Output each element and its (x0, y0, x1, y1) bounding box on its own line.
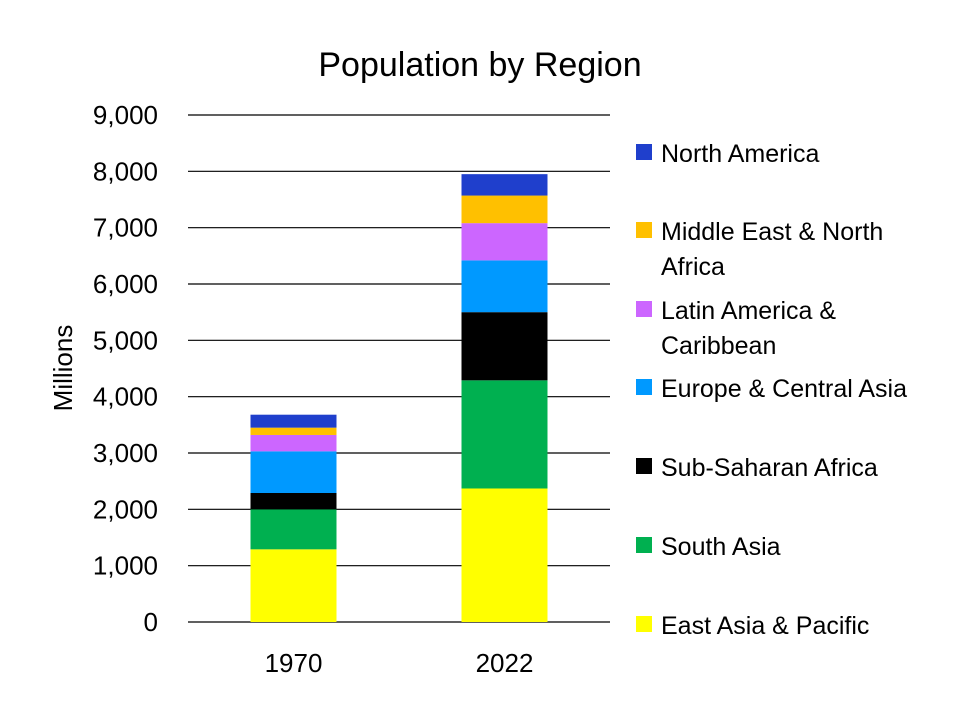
bar-segment-1970-4 (250, 434, 337, 452)
legend-swatch (636, 222, 652, 238)
legend-swatch (636, 379, 652, 395)
y-tick-label: 9,000 (93, 100, 158, 130)
bar-segment-2022-4 (461, 223, 548, 261)
x-tick-label: 1970 (265, 648, 323, 678)
bar-segment-1970-6 (250, 414, 337, 428)
y-tick-label: 6,000 (93, 269, 158, 299)
legend-label: Latin America & (661, 297, 836, 325)
bar-segment-2022-1 (461, 380, 548, 489)
y-tick-label: 7,000 (93, 213, 158, 243)
y-axis-ticks: 0 1,000 2,000 3,000 4,000 5,000 6,000 7,000 8,00… (93, 100, 158, 637)
bar-segment-1970-5 (250, 427, 337, 435)
x-tick-label: 2022 (476, 648, 534, 678)
bar-segment-1970-1 (250, 509, 337, 550)
legend-swatch (636, 616, 652, 632)
legend-swatch (636, 144, 652, 160)
legend-swatch (636, 301, 652, 317)
legend: North America Middle East & North Africa La… (636, 140, 907, 640)
bar-segment-2022-5 (461, 195, 548, 224)
y-tick-label: 5,000 (93, 325, 158, 355)
legend-label: Africa (661, 253, 725, 281)
legend-label: South Asia (661, 533, 781, 561)
bar-segment-2022-0 (461, 488, 548, 622)
y-tick-label: 2,000 (93, 494, 158, 524)
bar-segment-1970-3 (250, 451, 337, 493)
bar-segment-2022-3 (461, 260, 548, 313)
y-tick-label: 4,000 (93, 382, 158, 412)
bar-segment-2022-2 (461, 312, 548, 381)
y-tick-label: 3,000 (93, 438, 158, 468)
y-tick-label: 0 (144, 607, 158, 637)
legend-label: East Asia & Pacific (661, 612, 869, 640)
y-axis-title: Millions (48, 325, 78, 412)
y-tick-label: 8,000 (93, 156, 158, 186)
legend-label: Sub-Saharan Africa (661, 454, 878, 482)
legend-swatch (636, 458, 652, 474)
x-axis-ticks: 1970 2022 (265, 648, 534, 678)
y-tick-label: 1,000 (93, 551, 158, 581)
bar-segment-1970-2 (250, 492, 337, 510)
legend-swatch (636, 537, 652, 553)
legend-label: Middle East & North (661, 218, 883, 246)
legend-label: Europe & Central Asia (661, 375, 907, 403)
legend-label: North America (661, 140, 819, 168)
bar-segment-2022-6 (461, 174, 548, 196)
chart-title: Population by Region (318, 46, 641, 84)
bars (250, 174, 548, 622)
legend-label: Caribbean (661, 332, 776, 360)
bar-segment-1970-0 (250, 549, 337, 622)
